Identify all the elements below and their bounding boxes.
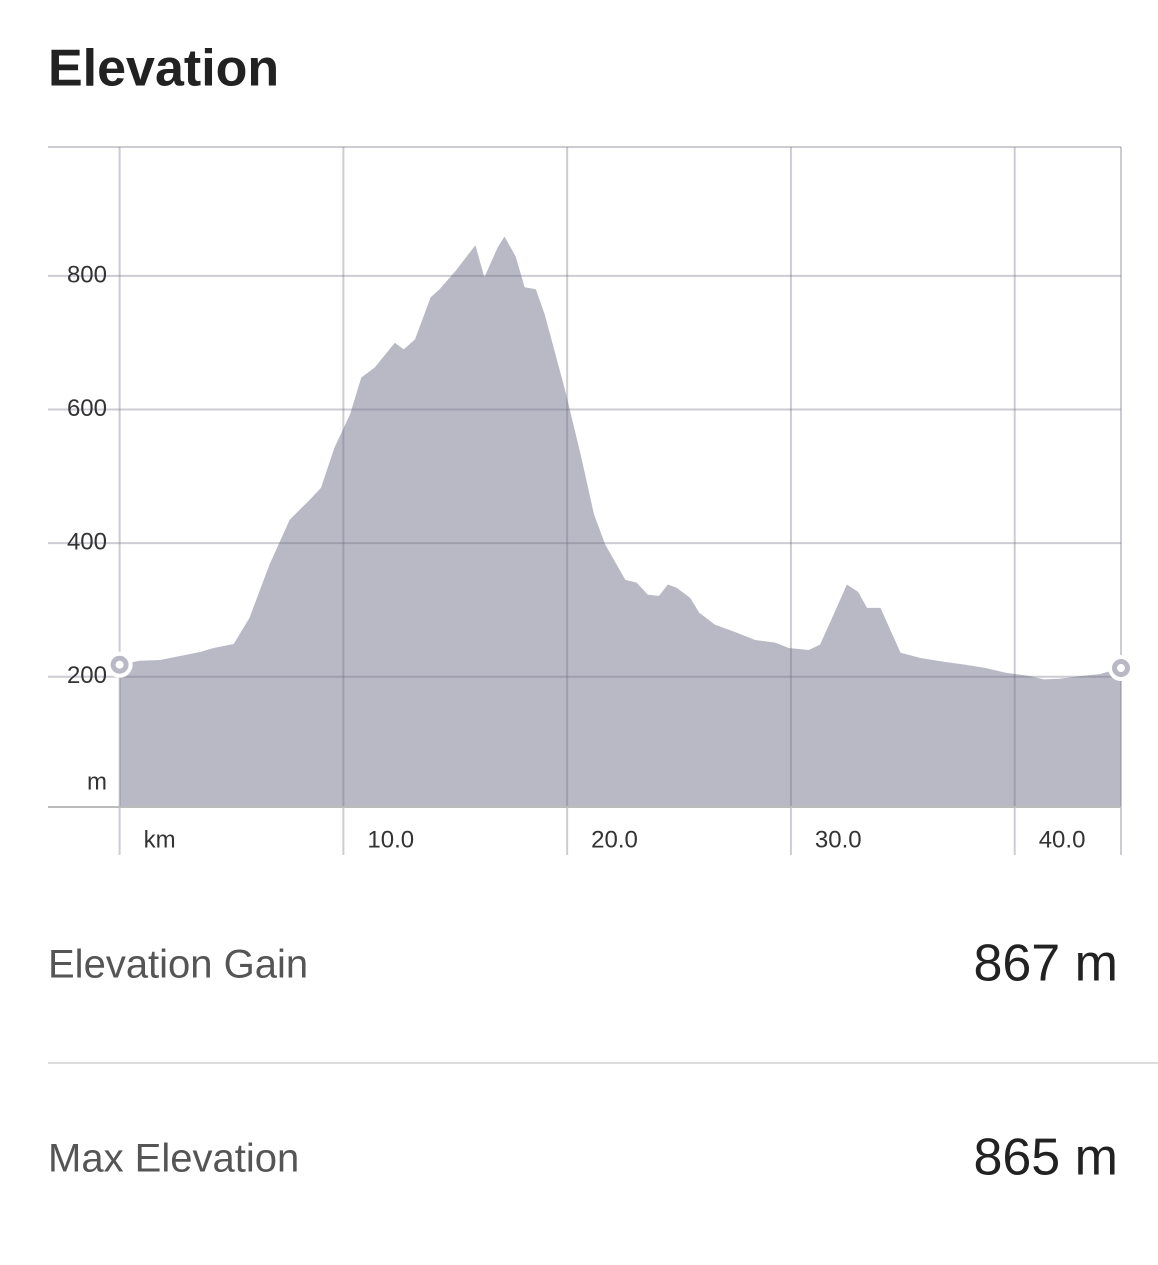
elevation-area [119, 236, 1122, 808]
y-unit-label: m [87, 768, 107, 795]
title: Elevation [48, 40, 279, 98]
endpoint-marker [115, 660, 124, 669]
x-tick-label: 10.0 [367, 826, 414, 853]
stat-label: Elevation Gain [48, 943, 308, 987]
y-tick-label: 200 [67, 662, 107, 689]
x-tick-label: 20.0 [591, 826, 638, 853]
x-tick-label: km [144, 826, 176, 853]
elevation-chart: 200 400 600 800 m km 10.0 20.0 30.0 40.0 [48, 146, 1134, 855]
stat-value: 865 m [973, 1129, 1118, 1187]
endpoint-marker [1117, 664, 1125, 673]
x-tick-label: 30.0 [815, 826, 862, 853]
x-tick-label: 40.0 [1039, 826, 1086, 853]
y-tick-label: 800 [67, 261, 107, 288]
y-tick-label: 400 [67, 528, 107, 555]
y-tick-label: 600 [67, 395, 107, 422]
stat-value: 867 m [973, 935, 1118, 993]
stat-label: Max Elevation [48, 1137, 299, 1181]
